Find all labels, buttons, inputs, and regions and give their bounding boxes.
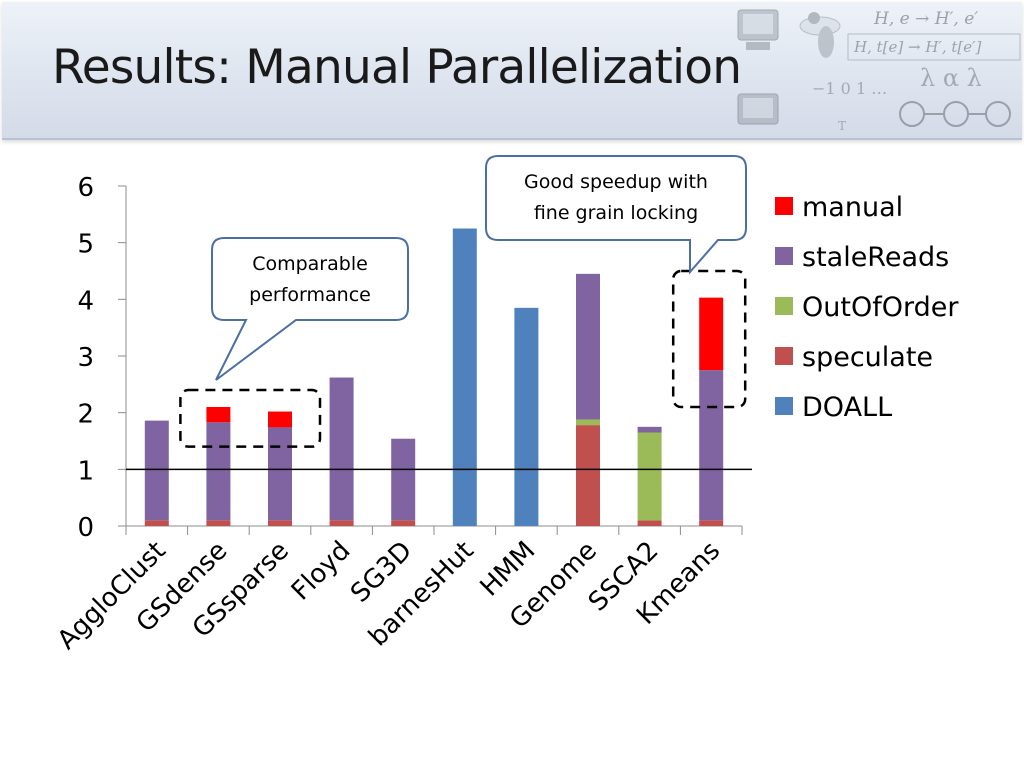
bar-staleReads-GSdense — [206, 422, 231, 521]
bar-staleReads-SG3D — [391, 438, 416, 521]
y-tick-label: 2 — [77, 400, 94, 430]
highlight-box-kmeans — [671, 269, 747, 409]
legend-swatch-manual — [775, 197, 793, 215]
legend-label-staleReads: staleReads — [802, 242, 949, 273]
bar-staleReads-GSsparse — [268, 427, 292, 521]
callout-comparable-performance — [211, 237, 409, 381]
bar-speculate-AggloClust — [144, 520, 169, 526]
bar-DOALL-HMM — [514, 307, 539, 526]
bar-OutOfOrder-Genome — [576, 419, 600, 426]
decoration-sequence: −1 0 1 … — [812, 79, 887, 98]
bar-manual-GSsparse — [268, 411, 292, 428]
y-tick-label: 1 — [77, 456, 94, 486]
callout-good-speedup-text: fine grain locking — [534, 202, 698, 224]
title-banner — [2, 2, 1022, 140]
y-tick-label: 4 — [77, 286, 94, 316]
legend-label-manual: manual — [802, 192, 903, 223]
bar-OutOfOrder-SSCA2 — [637, 432, 662, 521]
bar-staleReads-Kmeans — [699, 370, 724, 521]
state-machine-icon — [899, 101, 1011, 127]
bar-speculate-Kmeans — [699, 520, 724, 526]
callout-good-speedup-text: Good speedup with — [524, 171, 708, 193]
bar-manual-Kmeans — [699, 297, 724, 371]
y-tick-label: 6 — [77, 173, 94, 203]
y-tick-label: 0 — [77, 513, 94, 543]
bar-speculate-SSCA2 — [637, 520, 662, 526]
decoration-small-label: T — [838, 119, 846, 133]
bar-staleReads-AggloClust — [144, 420, 169, 521]
callout-comparable-performance-text: performance — [249, 284, 371, 306]
legend-swatch-speculate — [775, 347, 793, 365]
y-tick-label: 5 — [77, 230, 94, 260]
bar-staleReads-Floyd — [329, 377, 354, 521]
y-tick-label: 3 — [77, 343, 94, 373]
legend-swatch-DOALL — [775, 397, 793, 415]
legend-swatch-staleReads — [775, 247, 793, 265]
bar-speculate-Floyd — [329, 520, 354, 526]
fly-icon — [799, 12, 841, 58]
formula-line-2: H, t[e] → H′, t[e′] — [853, 38, 982, 56]
bar-DOALL-barnesHut — [452, 228, 477, 526]
legend-label-speculate: speculate — [802, 342, 933, 373]
title-decoration: H, e → H′, e′ H, t[e] → H′, t[e′] −1 0 1… — [737, 9, 1021, 133]
bar-staleReads-SSCA2 — [637, 426, 662, 433]
legend-label-DOALL: DOALL — [802, 392, 892, 423]
callout-comparable-performance-text: Comparable — [252, 253, 368, 275]
formula-line-1: H, e → H′, e′ — [873, 9, 978, 29]
bar-staleReads-Genome — [576, 273, 600, 420]
decoration-glyphs: λ α λ — [920, 64, 982, 92]
bar-speculate-Genome — [576, 425, 600, 526]
legend-label-OutOfOrder: OutOfOrder — [802, 292, 959, 323]
slide-title: Results: Manual Parallelization — [52, 40, 742, 95]
bar-speculate-GSsparse — [268, 520, 292, 526]
callout-good-speedup — [485, 155, 747, 275]
bar-manual-GSdense — [206, 407, 231, 423]
computer-icon — [737, 9, 779, 50]
bar-speculate-GSdense — [206, 520, 231, 526]
computer-icon — [737, 93, 779, 125]
highlight-box-comparable — [179, 388, 322, 448]
bar-speculate-SG3D — [391, 520, 416, 526]
x-tick-label: Floyd — [286, 536, 357, 607]
legend-swatch-OutOfOrder — [775, 297, 793, 315]
